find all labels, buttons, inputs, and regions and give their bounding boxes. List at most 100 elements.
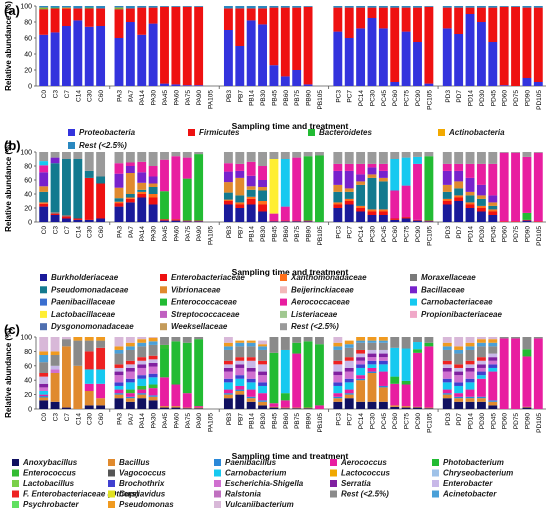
bar-segment <box>223 393 233 395</box>
bar-segment <box>333 7 343 32</box>
x-tick-label: PC90 <box>415 413 422 430</box>
bar-segment <box>390 406 400 409</box>
bar-segment <box>148 204 158 222</box>
legend-label: Firmicutes <box>199 128 240 137</box>
bar-segment <box>488 357 498 361</box>
bar-segment <box>171 407 181 409</box>
bar-segment <box>96 26 106 86</box>
x-tick-label: C0 <box>41 226 48 235</box>
x-tick-label: PA30 <box>151 226 158 242</box>
y-tick-label: 20 <box>24 392 32 399</box>
bar-segment <box>488 353 498 358</box>
bar-segment <box>84 383 94 391</box>
bar-segment <box>280 152 290 159</box>
bar-segment <box>454 201 464 222</box>
legend-label: Propionibacteriaceae <box>421 310 502 319</box>
bar-segment <box>424 337 434 343</box>
legend-swatch <box>330 480 337 487</box>
bar-segment <box>442 342 452 347</box>
bar-segment <box>194 337 204 340</box>
legend-item: Carnobacterium <box>214 469 286 478</box>
bar-segment <box>292 407 302 409</box>
bar-segment <box>333 170 343 185</box>
bar-segment <box>39 7 49 9</box>
bar-segment <box>522 349 532 357</box>
legend-swatch <box>40 286 47 294</box>
bar-segment <box>137 364 147 368</box>
bar-segment <box>367 177 377 210</box>
legend-swatch <box>160 286 167 294</box>
bar-segment <box>125 8 135 22</box>
x-tick-label: PB45 <box>271 90 278 106</box>
bar-segment <box>367 401 377 409</box>
bar-segment <box>171 219 181 221</box>
bar-segment <box>378 163 388 171</box>
legend-item: Rest (<2.5%) <box>330 490 389 499</box>
bar-segment <box>476 357 486 361</box>
bar-segment <box>50 8 60 33</box>
bar-segment <box>125 346 135 350</box>
bar-segment <box>280 76 290 86</box>
legend-label: Paenibacillaceae <box>51 298 116 307</box>
bar-segment <box>182 393 192 408</box>
bar-segment <box>182 220 192 222</box>
bar-segment <box>356 152 366 164</box>
bar-segment <box>223 394 233 399</box>
bar-segment <box>182 221 192 222</box>
legend-item: Carnobacteriaceae <box>410 298 493 307</box>
bar-segment <box>39 376 49 384</box>
bar-segment <box>148 384 158 389</box>
bar-segment <box>315 344 324 406</box>
x-tick-label: PB60 <box>283 413 290 429</box>
legend-item: Vagococcus <box>108 469 166 478</box>
x-tick-label: C60 <box>98 226 105 238</box>
bar-segment <box>125 22 135 86</box>
bar-segment <box>137 393 147 395</box>
legend-swatch <box>12 459 19 466</box>
bar-segment <box>454 7 464 34</box>
bar-segment <box>533 337 543 339</box>
legend-label: Chryseobacterium <box>443 469 513 478</box>
legend-swatch <box>160 274 167 281</box>
bar-segment <box>50 351 60 355</box>
bar-segment <box>344 152 354 164</box>
x-tick-label: PA105 <box>208 413 215 432</box>
bar-segment <box>280 7 290 77</box>
bar-segment <box>50 7 60 9</box>
legend-swatch <box>280 323 287 331</box>
bar-segment <box>499 337 509 339</box>
x-tick-label: PC105 <box>426 90 433 110</box>
bar-segment <box>62 26 71 86</box>
bar-segment <box>114 9 124 38</box>
bar-segment <box>258 152 267 166</box>
y-tick-label: 100 <box>20 150 32 157</box>
x-tick-label: PA14 <box>139 226 146 242</box>
x-tick-label: PA105 <box>208 226 215 245</box>
bar-segment <box>62 215 71 217</box>
bar-segment <box>114 173 124 188</box>
bar-segment <box>442 163 452 171</box>
bar-segment <box>114 187 124 199</box>
bar-segment <box>280 159 290 207</box>
x-tick-label: C3 <box>53 226 60 235</box>
bar-segment <box>148 355 158 360</box>
bar-segment <box>333 382 343 386</box>
bar-segment <box>137 34 147 86</box>
bar-segment <box>303 84 313 86</box>
x-tick-label: PD60 <box>502 226 509 243</box>
legend-swatch <box>280 298 287 306</box>
bar-segment <box>333 346 343 350</box>
bar-segment <box>223 367 233 372</box>
legend-label: Carnobacterium <box>225 469 286 478</box>
bar-segment <box>442 198 452 201</box>
legend-swatch <box>40 298 47 306</box>
legend-label: Dysgonomonadaceae <box>51 322 134 331</box>
bar-segment <box>442 382 452 390</box>
bar-segment <box>401 7 411 32</box>
bar-segment <box>114 349 124 354</box>
bar-segment <box>246 196 256 199</box>
bar-segment <box>442 360 452 365</box>
x-tick-label: PB14 <box>249 90 256 106</box>
x-tick-label: C30 <box>87 90 94 102</box>
bar-segment <box>194 154 204 221</box>
